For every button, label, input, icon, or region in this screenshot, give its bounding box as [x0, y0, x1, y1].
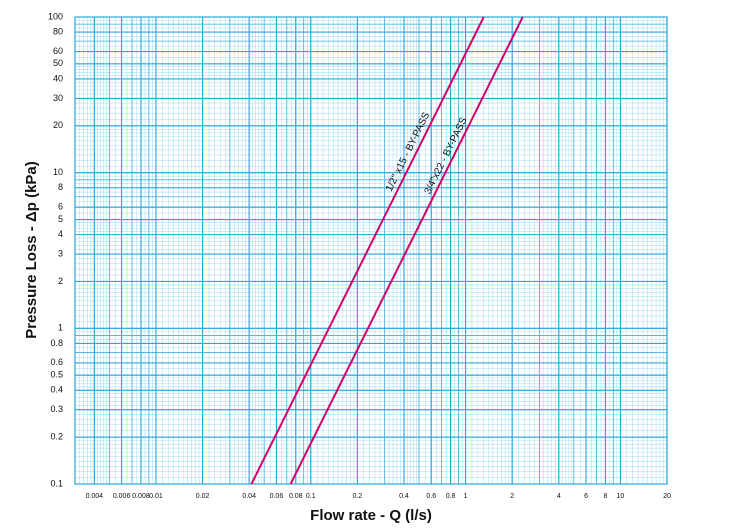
x-tick-label: 6: [584, 493, 588, 500]
x-tick-label: 0.06: [270, 493, 284, 500]
y-tick-label: 3: [58, 248, 63, 258]
y-tick-label: 100: [48, 11, 63, 21]
x-tick-label: 0.02: [196, 493, 210, 500]
x-tick-label: 0.008: [132, 493, 150, 500]
x-tick-label: 0.08: [289, 493, 303, 500]
x-axis-label: Flow rate - Q (l/s): [310, 507, 432, 524]
y-tick-label: 0.6: [50, 357, 63, 367]
plot-frame: [74, 16, 668, 485]
grid: [74, 16, 668, 485]
y-tick-label: 0.8: [50, 338, 63, 348]
x-tick-label: 0.04: [242, 493, 256, 500]
x-tick-label: 8: [603, 493, 607, 500]
y-tick-label: 6: [58, 202, 63, 212]
y-tick-label: 4: [58, 229, 63, 239]
series-line: [250, 16, 485, 485]
x-tick-label: 1: [464, 493, 468, 500]
y-tick-label: 0.5: [50, 370, 63, 380]
y-tick-label: 0.4: [50, 385, 63, 395]
y-tick-label: 8: [58, 182, 63, 192]
x-tick-label: 0.2: [353, 493, 363, 500]
x-tick-label: 2: [510, 493, 514, 500]
y-tick-label: 0.1: [50, 478, 63, 488]
y-tick-label: 50: [53, 58, 63, 68]
y-tick-label: 20: [53, 120, 63, 130]
y-tick-label: 1: [58, 323, 63, 333]
y-tick-label: 10: [53, 167, 63, 177]
y-tick-label: 40: [53, 73, 63, 83]
x-tick-label: 4: [557, 493, 561, 500]
x-tick-label: 0.8: [446, 493, 456, 500]
y-tick-label: 0.3: [50, 404, 63, 414]
x-tick-label: 0.004: [86, 493, 104, 500]
y-tick-label: 0.2: [50, 432, 63, 442]
y-tick-label: 30: [53, 93, 63, 103]
y-tick-label: 2: [58, 276, 63, 286]
y-tick-label: 80: [53, 26, 63, 36]
y-tick-label: 60: [53, 46, 63, 56]
x-tick-label: 10: [616, 493, 624, 500]
y-axis-label: Pressure Loss - Δp (kPa): [23, 161, 40, 339]
x-tick-label: 0.006: [113, 493, 131, 500]
x-tick-label: 0.4: [399, 493, 409, 500]
series-line: [289, 16, 524, 485]
x-tick-label: 0.6: [426, 493, 436, 500]
x-tick-label: 0.01: [149, 493, 163, 500]
x-tick-label: 20: [663, 493, 671, 500]
series-annotation: 1/2" x15 - BY-PASS: [384, 110, 433, 193]
x-tick-label: 0.1: [306, 493, 316, 500]
y-tick-label: 5: [58, 214, 63, 224]
